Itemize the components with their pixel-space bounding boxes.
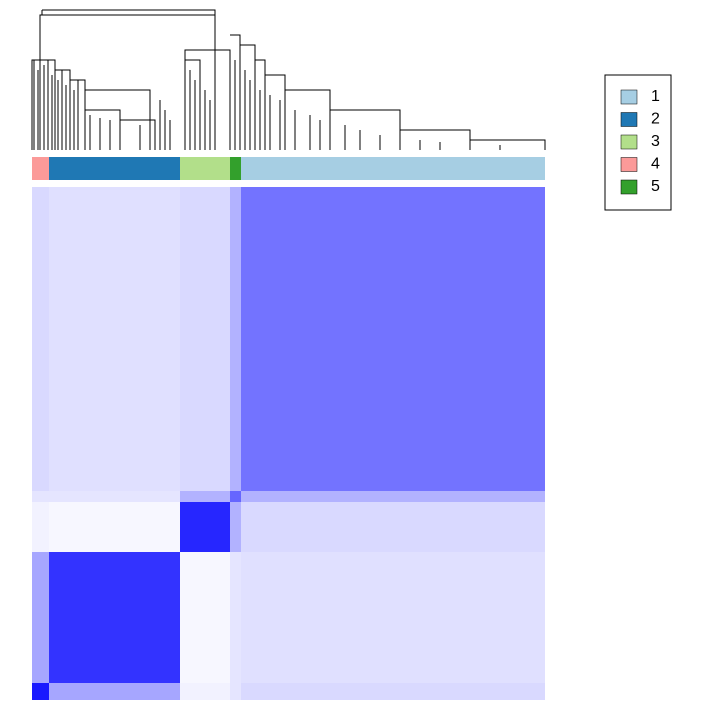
- legend-swatch: [620, 89, 638, 105]
- heatmap-cell: [241, 187, 545, 491]
- heatmap-cell: [32, 683, 49, 700]
- heatmap-cell: [49, 187, 180, 491]
- legend-swatch: [620, 157, 638, 172]
- heatmap-cell: [49, 502, 180, 552]
- heatmap-cell: [32, 491, 49, 502]
- legend-label: 5: [651, 178, 660, 195]
- cluster-bar: [180, 157, 230, 180]
- heatmap-cell: [241, 491, 545, 502]
- heatmap-cell: [230, 552, 241, 683]
- legend-swatch: [620, 179, 638, 195]
- dendrogram: [31, 9, 546, 150]
- legend-label: 1: [651, 88, 660, 105]
- heatmap-cell: [49, 683, 180, 700]
- heatmap-cell: [180, 552, 230, 683]
- heatmap-cell: [230, 187, 241, 491]
- cluster-bar: [241, 157, 545, 180]
- heatmap-cell: [241, 502, 545, 552]
- heatmap-cell: [241, 552, 545, 683]
- heatmap-cell: [32, 502, 49, 552]
- heatmap-cell: [230, 683, 241, 700]
- heatmap-cell: [32, 187, 49, 491]
- legend-label: 4: [651, 156, 660, 173]
- heatmap-cell: [241, 683, 545, 700]
- cluster-bar: [32, 157, 49, 180]
- heatmap-cell: [230, 491, 241, 502]
- heatmap-cell: [32, 552, 49, 683]
- legend-box: [604, 74, 672, 211]
- heatmap-cell: [49, 491, 180, 502]
- heatmap-cell: [180, 491, 230, 502]
- legend-swatch: [620, 112, 638, 127]
- cluster-bar: [230, 157, 241, 180]
- heatmap-cell: [230, 502, 241, 552]
- heatmap-cell: [180, 502, 230, 552]
- heatmap-cell: [180, 683, 230, 700]
- legend-label: 2: [651, 111, 660, 128]
- legend-swatch: [620, 134, 638, 150]
- heatmap-cell: [49, 552, 180, 683]
- cluster-bar: [49, 157, 180, 180]
- legend-label: 3: [651, 133, 660, 150]
- heatmap-cell: [180, 187, 230, 491]
